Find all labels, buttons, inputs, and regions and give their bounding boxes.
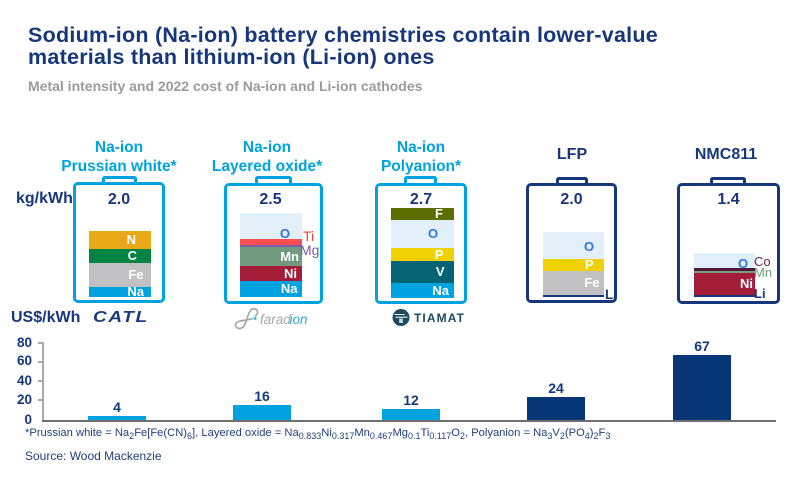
svg-text:ion: ion — [290, 312, 308, 327]
svg-text:farad: farad — [260, 312, 291, 327]
